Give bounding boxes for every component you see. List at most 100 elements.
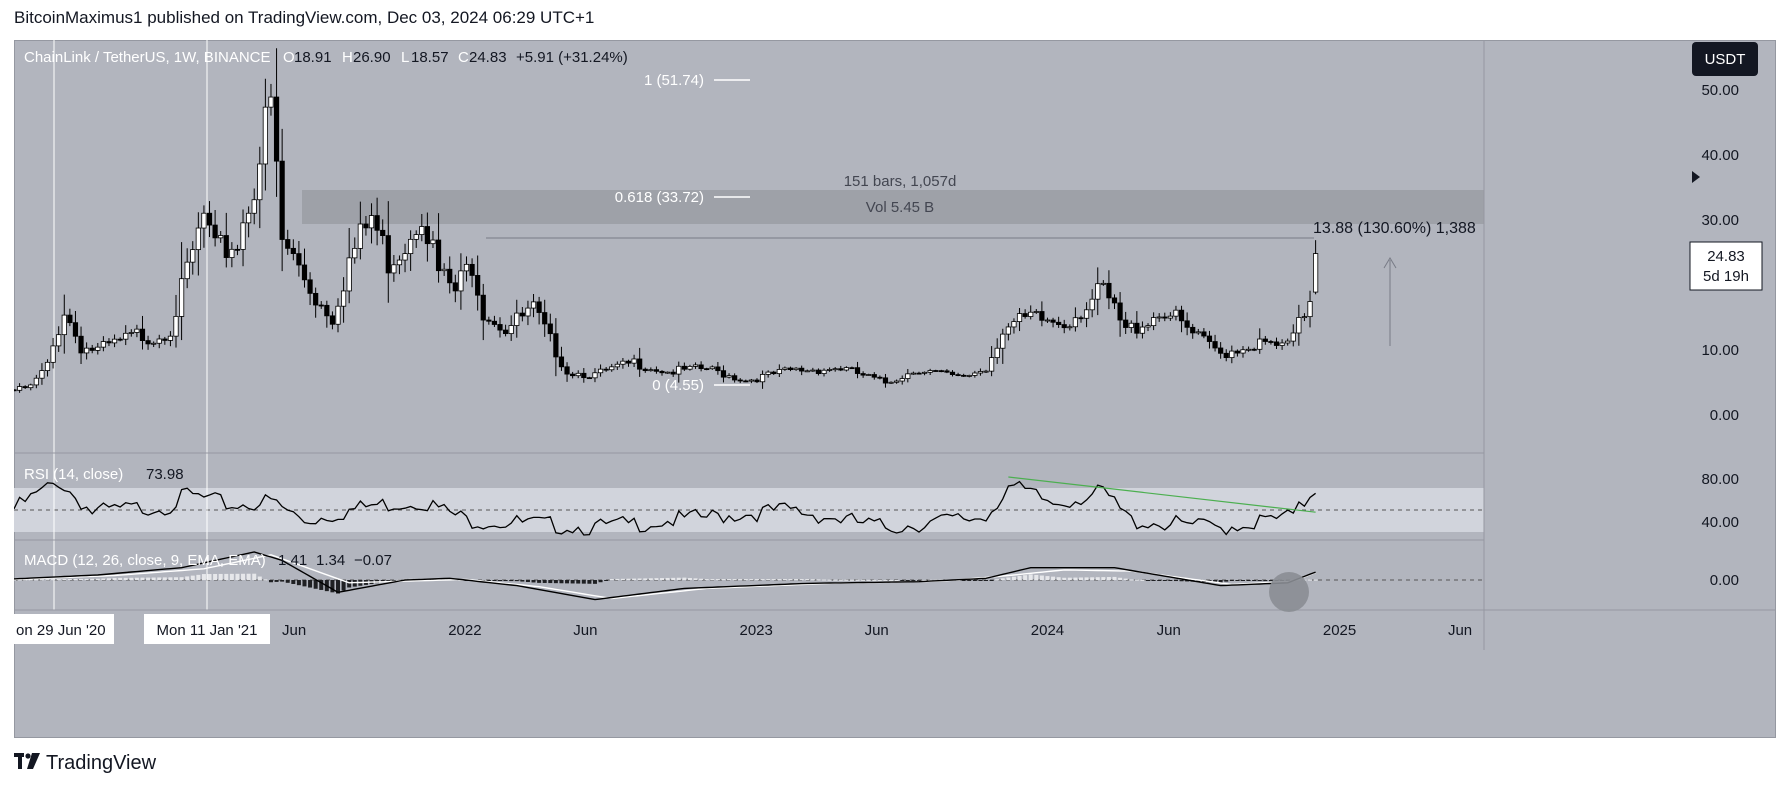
- candle-body: [206, 212, 213, 226]
- macd-histogram-bar: [174, 577, 179, 580]
- scroll-right-arrow-icon[interactable]: [1692, 171, 1700, 183]
- macd-histogram-bar: [1011, 576, 1016, 580]
- macd-histogram-bar: [112, 577, 117, 580]
- candle-body: [944, 370, 950, 373]
- candle-body: [799, 367, 805, 372]
- candle-body: [128, 332, 134, 334]
- candle-body: [430, 239, 436, 245]
- candle-body: [89, 347, 95, 351]
- candle-body: [810, 369, 816, 372]
- macd-histogram-bar: [810, 579, 815, 581]
- candle-body: [1156, 316, 1162, 319]
- candle-body: [246, 212, 252, 224]
- macd-histogram-bar: [235, 573, 240, 580]
- macd-histogram-bar: [95, 578, 100, 580]
- candle-body: [558, 356, 565, 368]
- ohlc-o-letter: O: [283, 49, 295, 66]
- candle-body: [1190, 326, 1196, 334]
- macd-histogram-bar: [168, 577, 173, 580]
- macd-histogram-bar: [570, 580, 575, 584]
- candle-body: [910, 372, 916, 375]
- candle-body: [84, 347, 90, 354]
- macd-histogram-bar: [525, 580, 530, 582]
- macd-histogram-bar: [23, 579, 28, 581]
- candle-body: [340, 290, 347, 307]
- macd-histogram-bar: [118, 577, 123, 580]
- macd-histogram-bar: [676, 577, 681, 580]
- macd-histogram-bar: [704, 579, 709, 581]
- candle-body: [871, 374, 877, 378]
- candle-body: [251, 199, 257, 214]
- macd-histogram-bar: [28, 579, 33, 581]
- candle-body: [530, 301, 537, 309]
- candle-body: [178, 278, 185, 317]
- candle-body: [16, 386, 23, 391]
- macd-histogram-bar: [587, 580, 592, 584]
- ohlc-close: 24.83: [469, 49, 507, 66]
- candle-body: [329, 315, 336, 325]
- macd-histogram-bar: [665, 577, 670, 580]
- candle-body: [240, 222, 246, 250]
- macd-histogram-bar: [900, 580, 905, 581]
- macd-histogram-bar: [62, 579, 67, 581]
- macd-histogram-bar: [866, 579, 871, 581]
- macd-histogram-bar: [693, 578, 698, 580]
- tradingview-brand[interactable]: TradingView: [14, 752, 156, 775]
- macd-histogram-bar: [553, 580, 558, 584]
- macd-histogram-bar: [660, 578, 665, 580]
- macd-histogram-bar: [146, 577, 151, 580]
- macd-histogram-bar: [229, 573, 234, 580]
- candle-body: [882, 377, 889, 384]
- candle-body: [61, 314, 67, 336]
- currency-badge[interactable]: [1692, 42, 1758, 76]
- macd-histogram-bar: [822, 579, 827, 581]
- macd-histogram-bar: [503, 580, 508, 582]
- macd-histogram-bar: [1073, 577, 1078, 580]
- candle-body: [424, 226, 430, 245]
- candle-body: [346, 257, 352, 292]
- macd-histogram-bar: [313, 580, 318, 589]
- candle-body: [318, 304, 324, 307]
- macd-histogram-bar: [1252, 580, 1257, 581]
- macd-histogram-bar: [492, 580, 497, 581]
- fib-layer: 1 (51.74) 0.618 (33.72) 0 (4.55): [615, 72, 750, 394]
- rsi-line: [14, 480, 1316, 536]
- macd-histogram-bar: [257, 576, 262, 580]
- candle-body: [692, 364, 699, 367]
- candle-body: [832, 368, 838, 371]
- last-price-badge: [1689, 241, 1763, 291]
- macd-histogram-bar: [654, 578, 659, 580]
- macd-histogram-bar: [1308, 579, 1313, 581]
- candle-body: [726, 375, 732, 378]
- macd-histogram-bar: [565, 580, 570, 584]
- macd-histogram-bar: [844, 579, 849, 581]
- candle-body: [1000, 333, 1006, 349]
- candle-body: [681, 365, 687, 370]
- candle-body: [100, 341, 106, 348]
- macd-histogram-bar: [1168, 580, 1173, 581]
- macd-histogram-bar: [782, 579, 787, 581]
- candle-body: [1039, 311, 1045, 321]
- tradingview-chart[interactable]: 1 (51.74) 0.618 (33.72) 0 (4.55) 151 bar…: [14, 40, 1776, 738]
- macd-histogram-bar: [134, 577, 139, 580]
- candle-body: [536, 301, 542, 313]
- macd-histogram-bar: [51, 579, 56, 581]
- macd-histogram-bar: [794, 579, 799, 581]
- candle-body: [843, 367, 849, 371]
- time-axis[interactable]: Jun 2022 Jun 2023 Jun 2024 Jun 2025 Jun: [282, 622, 1472, 639]
- candle-body: [1268, 341, 1274, 343]
- candle-body: [285, 239, 291, 249]
- fib-label-0: 0 (4.55): [652, 377, 704, 394]
- macd-histogram-bar: [1218, 580, 1223, 583]
- macd-histogram-bar: [319, 580, 324, 590]
- candle-body: [273, 96, 280, 162]
- macd-histogram-bar: [90, 578, 95, 580]
- candle-body: [743, 380, 749, 383]
- macd-histogram-bar: [458, 579, 463, 581]
- candle-body: [223, 235, 229, 258]
- candle-body: [648, 369, 654, 372]
- macd-histogram-bar: [1101, 577, 1106, 580]
- time-tick-label: Jun: [1448, 622, 1472, 639]
- candle-body: [514, 312, 520, 326]
